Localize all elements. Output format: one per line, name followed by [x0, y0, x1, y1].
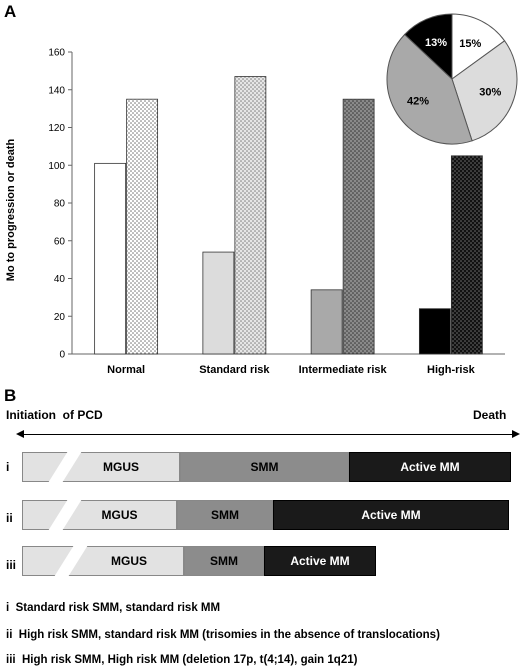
bar-standard-risk-dotted [234, 76, 267, 355]
bar-chart: 0 20 40 60 80 100 120 140 160 Normal Standard ris… [5, 13, 518, 376]
pie-slice-label: 30% [479, 86, 501, 98]
timeline-start-label: Initiation of PCD [6, 408, 103, 422]
panel-b-letter: B [4, 386, 17, 405]
pie-slice-13 [403, 13, 453, 81]
timeline-arrow [22, 434, 516, 435]
timeline-row-i: MGUS SMM Active MM [22, 450, 511, 484]
timeline-end-label: Death [473, 408, 507, 422]
arrow-left-head-icon [16, 430, 24, 438]
y-axis-label: Mo to progression or death [5, 139, 17, 282]
row-label-iii: iii [6, 558, 17, 572]
pie-slice-label: 42% [407, 96, 429, 108]
pie-slice-30 [451, 40, 518, 142]
bar-high-risk-solid [418, 308, 451, 355]
mgus-segment: MGUS [22, 452, 180, 482]
row-label-i: i [6, 460, 10, 474]
pie-slice-15 [451, 13, 506, 80]
y-tick-label: 140 [48, 85, 65, 96]
pie-slice-label: 15% [459, 38, 481, 50]
legend-line-i: i Standard risk SMM, standard risk MM [6, 602, 221, 614]
bar-standard-risk-solid [202, 251, 235, 355]
smm-segment: SMM [177, 500, 273, 530]
smm-segment: SMM [180, 452, 349, 482]
row-label-ii: ii [6, 511, 13, 525]
bar-normal-solid [94, 162, 127, 355]
pie-slice-label: 13% [425, 37, 447, 49]
timeline-row-iii: MGUS SMM Active MM [22, 544, 376, 578]
y-tick-label: 60 [54, 236, 66, 247]
x-tick-label: Intermediate risk [299, 364, 388, 376]
y-tick-label: 40 [54, 274, 66, 285]
active-mm-segment: Active MM [264, 546, 376, 576]
pie-slice-42 [386, 33, 473, 145]
active-mm-segment: Active MM [349, 452, 511, 482]
y-tick-label: 80 [54, 199, 66, 210]
y-tick-label: 100 [48, 161, 65, 172]
smm-segment: SMM [184, 546, 264, 576]
x-tick-label: Standard risk [199, 364, 270, 376]
y-tick-label: 0 [59, 350, 65, 361]
y-tick-label: 120 [48, 123, 65, 134]
arrow-right-head-icon [512, 430, 520, 438]
mgus-segment: MGUS [22, 500, 177, 530]
bar-normal-dotted [126, 98, 159, 355]
x-tick-label: High-risk [427, 364, 476, 376]
y-tick-label: 20 [54, 312, 66, 323]
bar-high-risk-dotted [450, 155, 483, 355]
legend-line-ii: ii High risk SMM, standard risk MM (tris… [6, 629, 440, 641]
bar-intermediate-risk-solid [310, 289, 343, 355]
legend-line-iii: iii High risk SMM, High risk MM (deletio… [6, 654, 358, 666]
active-mm-segment: Active MM [273, 500, 509, 530]
y-tick-label: 160 [48, 48, 65, 59]
panel-a-letter: A [4, 2, 17, 21]
x-tick-label: Normal [107, 364, 145, 376]
timeline-row-ii: MGUS SMM Active MM [22, 498, 509, 532]
bar-intermediate-risk-dotted [342, 98, 375, 355]
mgus-segment: MGUS [22, 546, 184, 576]
